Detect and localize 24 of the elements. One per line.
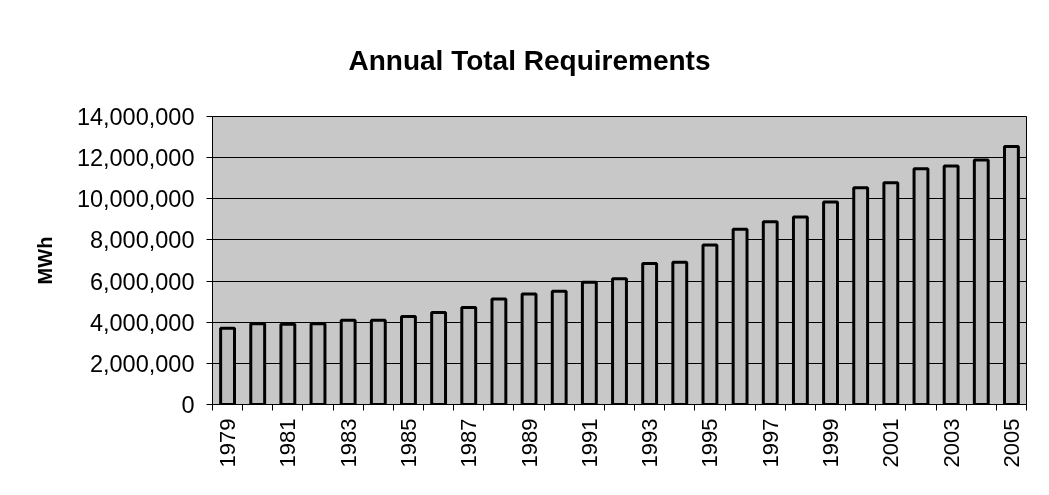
x-tick-label: 1987 bbox=[456, 418, 482, 468]
y-tick-label: 10,000,000 bbox=[76, 186, 195, 213]
x-tick-label: 1999 bbox=[818, 418, 844, 468]
x-tick-label: 1979 bbox=[215, 418, 241, 468]
y-tick-label: 6,000,000 bbox=[89, 268, 195, 295]
y-tick-label: 8,000,000 bbox=[89, 227, 195, 254]
x-tick-label: 1985 bbox=[395, 418, 421, 468]
y-tick-label: 2,000,000 bbox=[89, 350, 195, 377]
x-tick-label: 2003 bbox=[938, 418, 964, 468]
y-tick-label: 14,000,000 bbox=[76, 104, 195, 130]
y-tick-label: 0 bbox=[181, 392, 195, 418]
chart-title: Annual Total Requirements bbox=[348, 44, 711, 76]
x-tick-label: 2005 bbox=[998, 418, 1024, 468]
y-tick-label: 4,000,000 bbox=[89, 309, 195, 336]
y-tick-label: 12,000,000 bbox=[76, 145, 195, 172]
x-tick-label: 1995 bbox=[697, 418, 723, 468]
x-tick-label: 1981 bbox=[275, 418, 301, 468]
x-tick-label: 1997 bbox=[757, 418, 783, 468]
x-tick-label: 1993 bbox=[637, 418, 663, 468]
y-axis-title: MWh bbox=[33, 236, 56, 285]
x-tick-label: 1983 bbox=[335, 418, 361, 468]
x-tick-label: 1991 bbox=[576, 418, 602, 468]
x-tick-label: 2001 bbox=[878, 418, 904, 468]
x-tick-label: 1989 bbox=[516, 418, 542, 468]
